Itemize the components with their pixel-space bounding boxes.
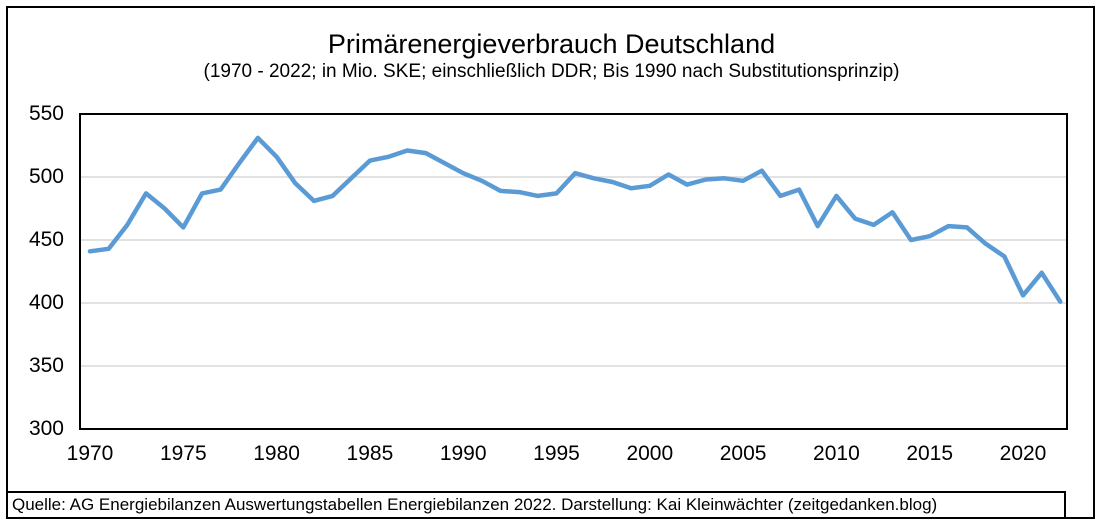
x-tick-label: 1970 [66,442,114,465]
plot-area-border [79,113,1068,430]
chart-subtitle: (1970 - 2022; in Mio. SKE; einschließlic… [203,61,900,82]
chart-title: Primärenergieverbrauch Deutschland [327,29,776,59]
x-tick-label: 1980 [253,442,300,465]
x-tick-label: 1995 [533,442,580,465]
x-tick-label: 2020 [999,442,1047,465]
y-tick-label: 550 [28,102,64,125]
x-tick-label: 2015 [906,442,954,465]
x-tick-label: 2000 [626,442,674,465]
y-gridlines [81,176,1066,367]
energy-consumption-line [87,135,1063,304]
x-tick-label: 1985 [346,442,394,465]
y-tick-label: 350 [28,354,64,377]
y-tick-label: 450 [28,228,64,251]
source-attribution: Quelle: AG Energiebilanzen Auswertungsta… [12,495,938,514]
y-tick-label: 500 [28,165,64,188]
y-tick-label: 400 [28,291,64,314]
x-tick-label: 2010 [813,442,860,465]
source-box: Quelle: AG Energiebilanzen Auswertungsta… [6,491,1066,519]
x-tick-label: 1990 [439,442,487,465]
y-tick-label: 300 [28,417,64,440]
x-tick-label: 2005 [719,442,767,465]
x-tick-label: 1975 [159,442,207,465]
